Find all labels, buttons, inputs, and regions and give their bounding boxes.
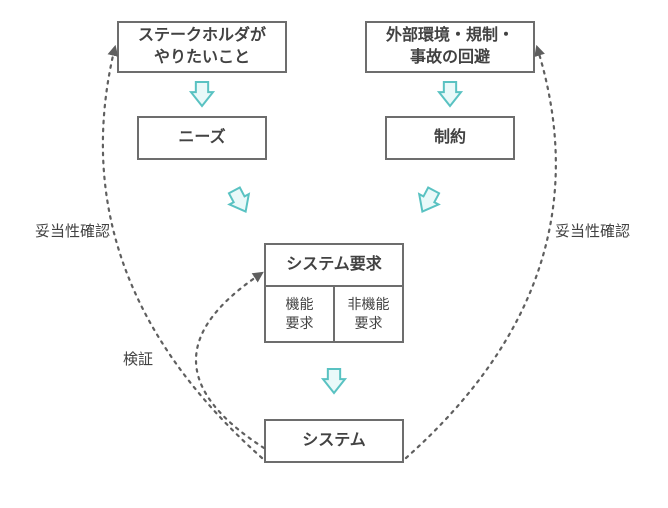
flow-arrow <box>439 82 461 106</box>
sysreq-sub-box: 機能要求非機能要求 <box>264 287 404 343</box>
constraint-box: 制約 <box>385 116 515 160</box>
validity-right-curve <box>406 47 556 458</box>
stakeholder-text: ステークホルダがやりたいこと <box>138 25 266 68</box>
verify-curve <box>196 273 264 448</box>
sysreq-sub-cell: 非機能要求 <box>335 287 402 341</box>
sysreq-title-text: システム要求 <box>286 254 382 276</box>
external-text: 外部環境・規制・事故の回避 <box>386 25 514 68</box>
flow-arrow <box>413 185 444 217</box>
validity-left-curve <box>103 47 262 458</box>
flow-arrow <box>225 185 256 217</box>
flow-arrow <box>323 369 345 393</box>
sysreq-title-box: システム要求 <box>264 243 404 287</box>
system-text: システム <box>302 430 366 452</box>
constraint-text: 制約 <box>434 127 466 149</box>
valid_l-label: 妥当性確認 <box>35 222 110 242</box>
valid_r-label: 妥当性確認 <box>555 222 630 242</box>
external-box: 外部環境・規制・事故の回避 <box>365 21 535 73</box>
system-box: システム <box>264 419 404 463</box>
needs-box: ニーズ <box>137 116 267 160</box>
verify-label: 検証 <box>123 350 153 370</box>
flow-arrow <box>191 82 213 106</box>
needs-text: ニーズ <box>178 127 225 149</box>
stakeholder-box: ステークホルダがやりたいこと <box>117 21 287 73</box>
sysreq-sub-cell: 機能要求 <box>266 287 335 341</box>
